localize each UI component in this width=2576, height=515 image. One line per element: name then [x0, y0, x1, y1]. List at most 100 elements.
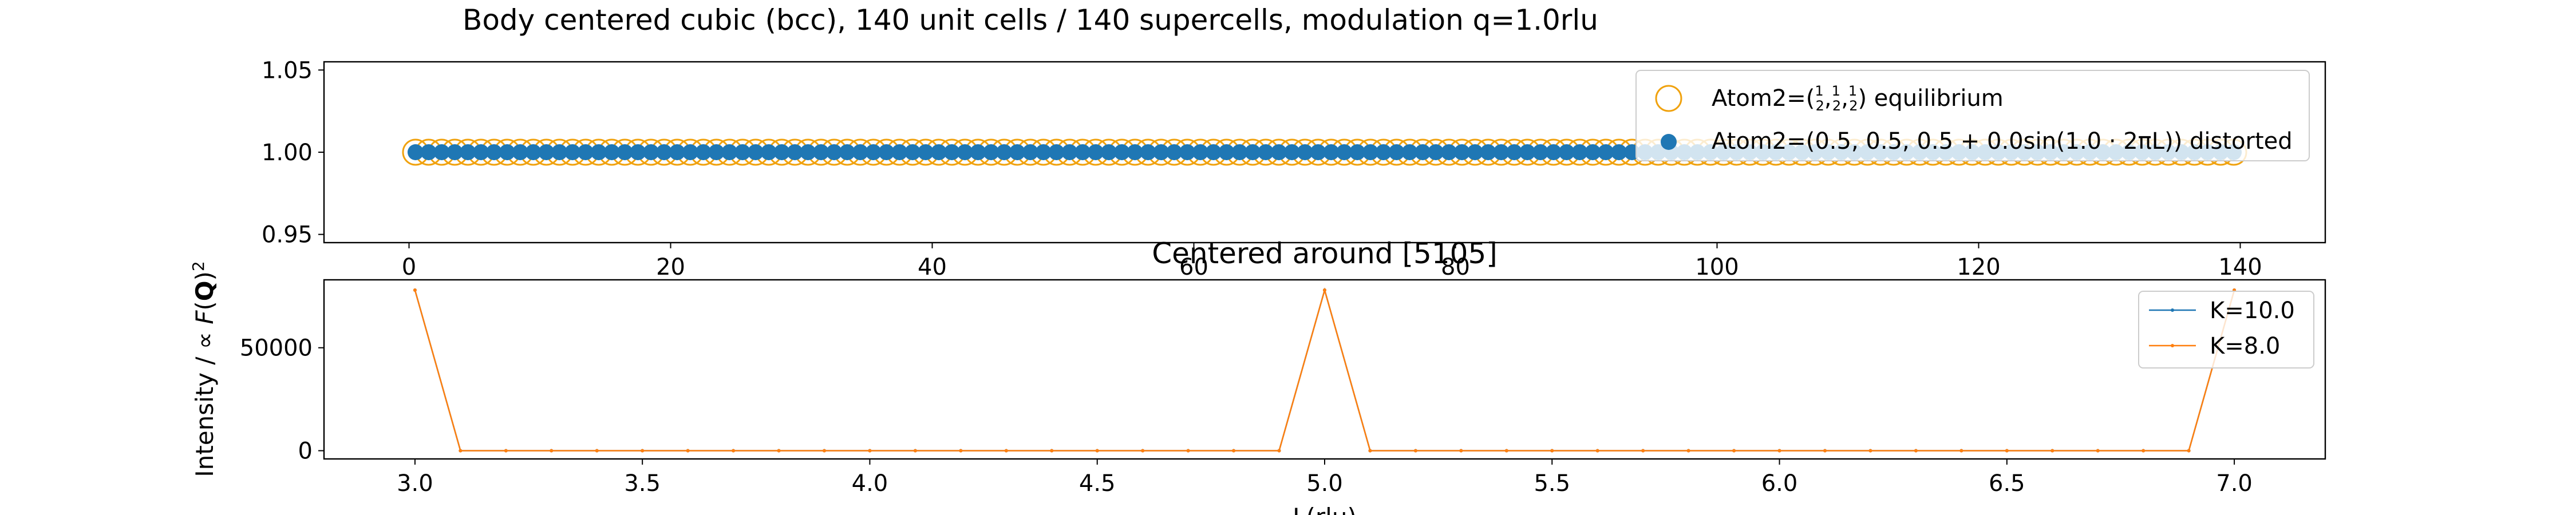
distorted-point	[486, 144, 503, 160]
series-point	[959, 449, 963, 453]
distorted-point	[603, 144, 620, 160]
distorted-point	[891, 144, 908, 160]
distorted-point	[1283, 144, 1300, 160]
top-xtick-label: 80	[1441, 254, 1470, 280]
top-ytick-label: 0.95	[262, 222, 313, 248]
distorted-point	[577, 144, 594, 160]
series-point	[1186, 449, 1190, 453]
series-point	[1141, 449, 1145, 453]
legend-label-k8: K=8.0	[2210, 333, 2280, 359]
distorted-point	[1153, 144, 1170, 160]
distorted-point	[1179, 144, 1196, 160]
bottom-xtick-label: 3.0	[397, 470, 433, 497]
distorted-point	[1088, 144, 1104, 160]
distorted-point	[1467, 144, 1483, 160]
series-point	[2005, 449, 2009, 453]
series-point	[1277, 449, 1281, 453]
distorted-point	[996, 144, 1013, 160]
top-ytick-label: 1.00	[262, 140, 313, 166]
distorted-point	[669, 144, 685, 160]
series-point	[1959, 449, 1963, 453]
series-point	[2096, 449, 2100, 453]
distorted-point	[1297, 144, 1313, 160]
distorted-point	[813, 144, 829, 160]
bottom-axes-frame	[323, 279, 2326, 460]
legend-label-equilibrium: Atom2=(1 2,1 2,1 2) equilibrium	[1712, 83, 2004, 114]
distorted-point	[787, 144, 803, 160]
series-point	[1550, 449, 1554, 453]
series-k8	[413, 287, 2237, 453]
top-xtick-label: 120	[1957, 254, 2000, 280]
series-point	[1823, 449, 1827, 453]
distorted-point	[1336, 144, 1353, 160]
distorted-point	[538, 144, 555, 160]
distorted-point	[1192, 144, 1208, 160]
legend-marker-distorted	[1661, 134, 1677, 150]
top-xtick-label: 0	[402, 254, 416, 280]
distorted-point	[630, 144, 646, 160]
bottom-xtick-label: 5.5	[1534, 470, 1570, 497]
series-point	[641, 449, 645, 453]
series-point	[777, 449, 781, 453]
series-point	[1914, 449, 1918, 453]
series-point	[1504, 449, 1508, 453]
top-ytick-label: 1.05	[262, 57, 313, 84]
distorted-point	[983, 144, 999, 160]
distorted-point	[773, 144, 790, 160]
bottom-ytick-label: 50000	[240, 335, 313, 362]
distorted-point	[943, 144, 960, 160]
series-point	[686, 449, 690, 453]
series-point	[504, 449, 508, 453]
distorted-point	[512, 144, 528, 160]
distorted-point	[1323, 144, 1340, 160]
series-point	[1050, 449, 1054, 453]
series-point	[1413, 449, 1417, 453]
bottom-xaxis-label: L(rlu)	[1293, 503, 1357, 515]
bottom-axis-ticks: 3.0 3.5 4.0 4.5 5.0 5.5 6.0 6.5 7.0 0 50000	[240, 335, 2253, 497]
distorted-point	[551, 144, 568, 160]
distorted-point	[734, 144, 751, 160]
figure-title: Body centered cubic (bcc), 140 unit cell…	[463, 3, 1598, 37]
top-legend: Atom2=(1 2,1 2,1 2) equilibrium Atom2=(0.5,…	[1635, 70, 2310, 161]
bottom-series-marks	[413, 287, 2237, 453]
distorted-point	[1205, 144, 1222, 160]
series-point	[1868, 449, 1872, 453]
series-point	[1368, 449, 1372, 453]
distorted-point	[1545, 144, 1562, 160]
distorted-point	[957, 144, 973, 160]
distorted-point	[695, 144, 712, 160]
distorted-point	[970, 144, 986, 160]
distorted-point	[564, 144, 581, 160]
legend-label-distorted: Atom2=(0.5, 0.5, 0.5 + 0.0sin(1.0 · 2πL)…	[1712, 128, 2293, 154]
distorted-point	[1349, 144, 1366, 160]
distorted-point	[748, 144, 764, 160]
distorted-point	[1061, 144, 1078, 160]
legend-label-k10: K=10.0	[2210, 298, 2295, 324]
distorted-point	[1100, 144, 1117, 160]
distorted-point	[1441, 144, 1457, 160]
distorted-point	[1231, 144, 1248, 160]
distorted-point	[1453, 144, 1470, 160]
series-point	[1459, 449, 1463, 453]
distorted-point	[930, 144, 947, 160]
distorted-point	[1428, 144, 1444, 160]
series-point	[913, 449, 917, 453]
distorted-point	[760, 144, 777, 160]
distorted-point	[878, 144, 895, 160]
top-xtick-label: 60	[1179, 254, 1208, 280]
bottom-yaxis-label: Intensity / ∝ F(Q)2	[189, 261, 219, 477]
series-point	[2050, 449, 2055, 453]
top-xtick-label: 100	[1695, 254, 1739, 280]
distorted-point	[447, 144, 463, 160]
distorted-point	[1493, 144, 1510, 160]
distorted-point	[1271, 144, 1287, 160]
bottom-xtick-label: 5.0	[1306, 470, 1343, 497]
distorted-point	[1585, 144, 1601, 160]
series-point	[459, 449, 463, 453]
bottom-xtick-label: 6.5	[1989, 470, 2025, 497]
distorted-point	[800, 144, 816, 160]
series-point	[1232, 449, 1236, 453]
distorted-point	[1506, 144, 1523, 160]
series-point	[1641, 449, 1645, 453]
